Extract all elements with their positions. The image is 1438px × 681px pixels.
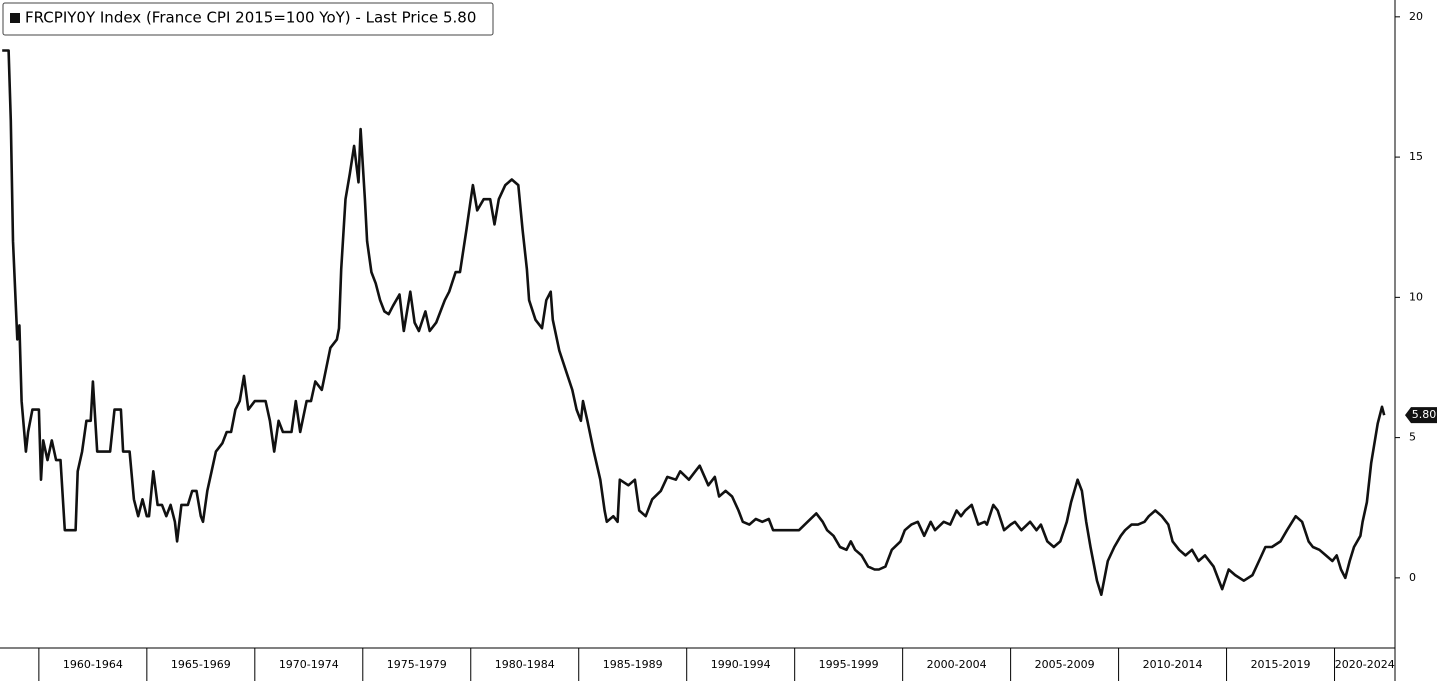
x-tick-label: 1970-1974: [279, 658, 339, 671]
x-tick-label: 1980-1984: [495, 658, 555, 671]
x-tick-label: 1990-1994: [711, 658, 771, 671]
x-tick-label: 1975-1979: [387, 658, 447, 671]
series-line: [2, 49, 1386, 596]
x-tick-label: 2000-2004: [927, 658, 987, 671]
x-tick-label: 1960-1964: [63, 658, 123, 671]
y-tick-label: 15: [1409, 150, 1423, 163]
last-price-tag: [1405, 407, 1437, 424]
chart-title: FRCPIY0Y Index (France CPI 2015=100 YoY)…: [25, 9, 476, 27]
legend-swatch: [10, 13, 20, 23]
x-tick-label: 2010-2014: [1143, 658, 1203, 671]
last-price-label: 5.80: [1412, 408, 1437, 421]
plot: [2, 49, 1386, 596]
y-tick-label: 0: [1409, 571, 1416, 584]
x-tick-label: 2020-2024: [1335, 658, 1395, 671]
x-tick-label: 1965-1969: [171, 658, 231, 671]
x-tick-label: 2005-2009: [1035, 658, 1095, 671]
x-tick-label: 1985-1989: [603, 658, 663, 671]
x-tick-label: 2015-2019: [1251, 658, 1311, 671]
y-tick-label: 10: [1409, 290, 1423, 303]
title-box: [2, 2, 494, 36]
y-tick-label: 5: [1409, 431, 1416, 444]
y-tick-label: 20: [1409, 10, 1423, 23]
x-tick-label: 1995-1999: [819, 658, 879, 671]
